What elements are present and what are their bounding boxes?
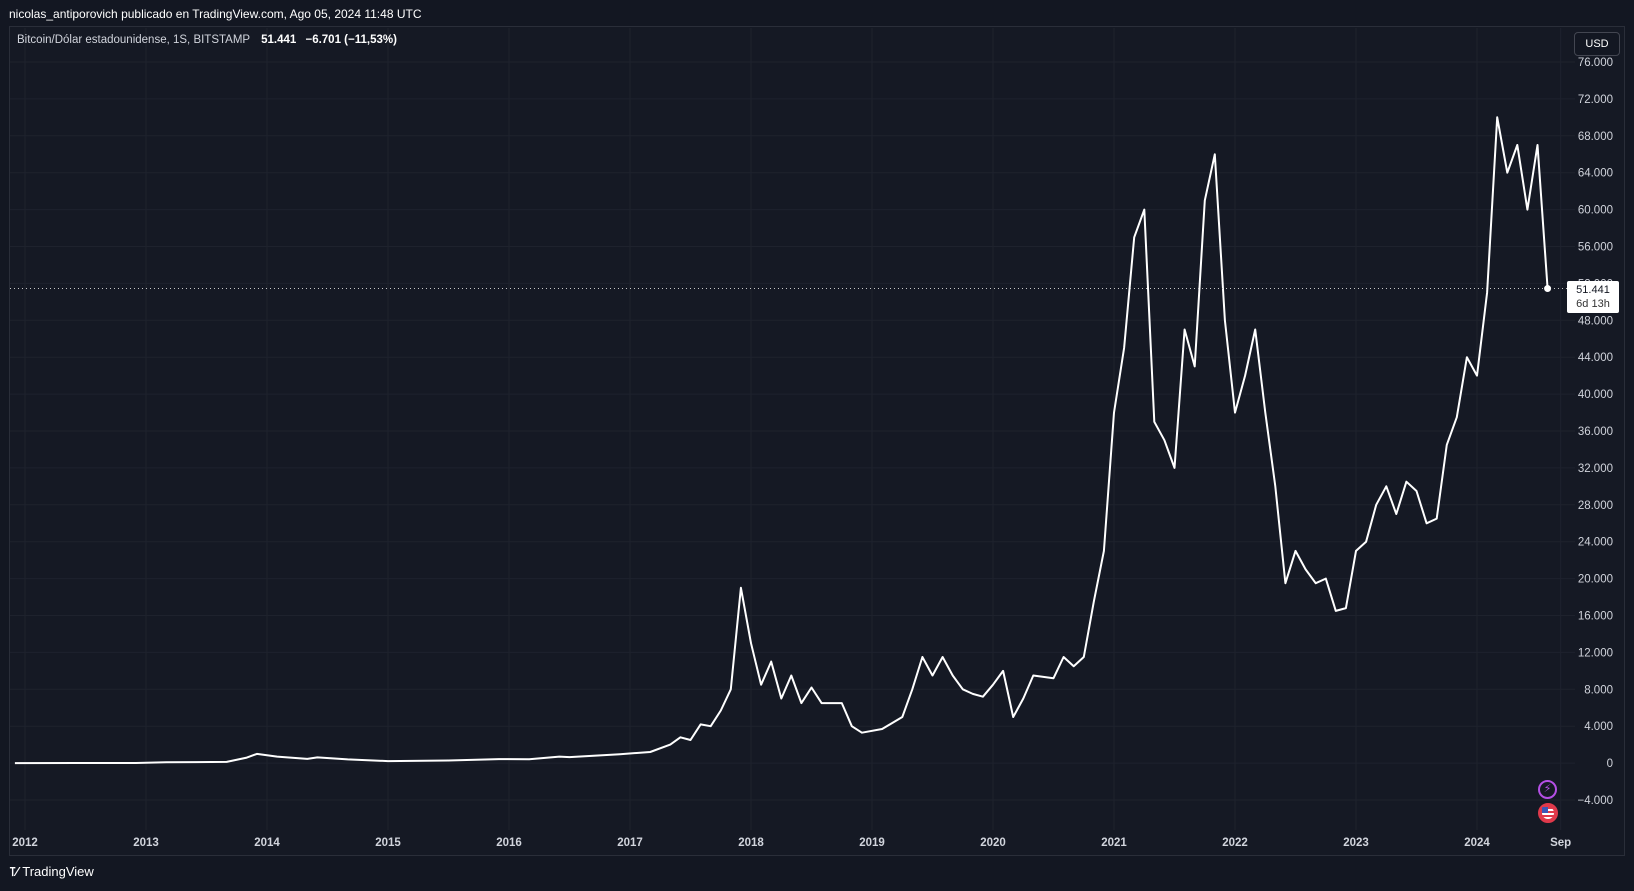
top-bar: nicolas_antiporovich publicado en Tradin… (0, 0, 1634, 28)
x-tick-label: 2023 (1343, 837, 1369, 849)
y-tick-label: 56.000 (1578, 242, 1613, 254)
y-tick-label: 8.000 (1584, 684, 1613, 696)
x-tick-label: 2019 (859, 837, 885, 849)
y-tick-label: 40.000 (1578, 389, 1613, 401)
publisher-attribution: nicolas_antiporovich publicado en Tradin… (9, 7, 422, 21)
brand-name: TradingView (22, 864, 94, 879)
lightning-icon[interactable]: ⚡ (1538, 780, 1557, 799)
x-tick-label: 2016 (496, 837, 522, 849)
y-tick-label: 36.000 (1578, 426, 1613, 438)
y-tick-label: 24.000 (1578, 537, 1613, 549)
x-tick-label: 2020 (980, 837, 1006, 849)
x-tick-label: 2015 (375, 837, 401, 849)
symbol-legend: Bitcoin/Dólar estadounidense, 1S, BITSTA… (17, 34, 397, 46)
y-tick-label: 32.000 (1578, 463, 1613, 475)
last-price-marker (1544, 285, 1552, 293)
us-flag-icon[interactable] (1538, 803, 1558, 823)
currency-button[interactable]: USD (1574, 32, 1620, 56)
x-tick-label: 2017 (617, 837, 643, 849)
price-line (14, 116, 1549, 765)
y-tick-label: 28.000 (1578, 500, 1613, 512)
y-tick-label: 76.000 (1578, 57, 1613, 69)
last-price-label: 51.441 6d 13h (1567, 281, 1619, 313)
bar-countdown: 6d 13h (1576, 298, 1610, 310)
y-tick-label: 60.000 (1578, 205, 1613, 217)
y-tick-label: 4.000 (1584, 721, 1613, 733)
x-tick-label: 2013 (133, 837, 159, 849)
x-tick-label: Sep (1550, 837, 1571, 849)
x-tick-label: 2024 (1464, 837, 1490, 849)
x-tick-label: 2022 (1222, 837, 1248, 849)
y-tick-label: 12.000 (1578, 647, 1613, 659)
y-tick-label: 16.000 (1578, 611, 1613, 623)
x-tick-label: 2014 (254, 837, 280, 849)
x-tick-label: 2012 (12, 837, 38, 849)
y-tick-label: 48.000 (1578, 315, 1613, 327)
footer-brand[interactable]: ⊺⁄ TradingView (9, 864, 94, 880)
price-label-value: 51.441 (1576, 284, 1610, 296)
y-tick-label: 64.000 (1578, 168, 1613, 180)
x-tick-label: 2021 (1101, 837, 1127, 849)
y-tick-label: 0 (1607, 758, 1613, 770)
symbol-description[interactable]: Bitcoin/Dólar estadounidense, 1S, BITSTA… (17, 34, 250, 46)
tradingview-logo-icon: ⊺⁄ (9, 864, 19, 879)
y-tick-label: 44.000 (1578, 352, 1613, 364)
last-price: 51.441 (261, 34, 297, 46)
y-tick-label: −4.000 (1578, 795, 1614, 807)
y-tick-label: 72.000 (1578, 94, 1613, 106)
x-tick-label: 2018 (738, 837, 764, 849)
price-change: −6.701 (−11,53%) (305, 34, 397, 46)
y-tick-label: 20.000 (1578, 574, 1613, 586)
y-tick-label: 68.000 (1578, 131, 1613, 143)
